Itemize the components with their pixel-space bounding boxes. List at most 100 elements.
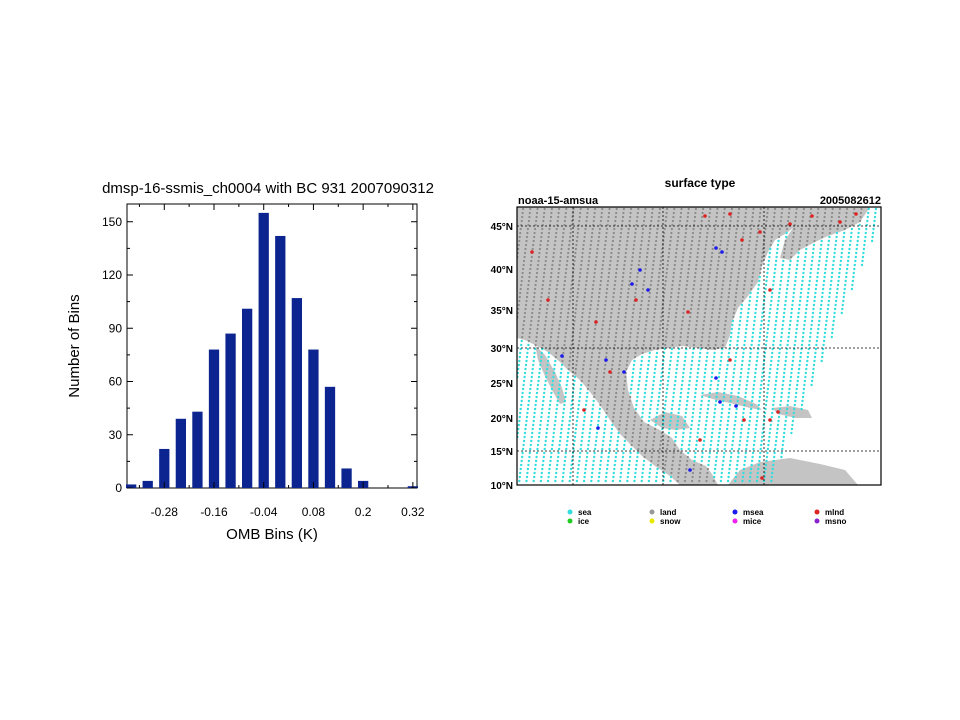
land-obs-point [723,207,726,211]
land-obs-point [823,211,827,215]
sea-obs-point [607,451,611,455]
sea-obs-point [737,451,740,455]
land-obs-point [565,323,568,327]
land-obs-point [666,207,669,211]
sea-obs-point [745,443,748,447]
sea-obs-point [778,407,782,411]
sea-obs-point [738,439,742,443]
sea-obs-point [566,439,569,443]
land-obs-point [734,235,737,239]
land-obs-point [601,207,604,211]
sea-obs-point [545,375,548,379]
land-obs-point [751,215,754,219]
sea-obs-point [701,395,704,399]
sea-obs-point [772,459,775,463]
sea-obs-point [828,295,831,299]
land-obs-point [751,219,754,223]
sea-obs-point [553,363,556,367]
sea-obs-point [717,439,720,443]
sea-obs-point [725,375,728,379]
land-obs-point [611,419,615,423]
land-obs-point [746,255,749,259]
sea-obs-point [753,379,756,383]
land-obs-point [568,239,571,243]
land-obs-point [553,243,556,247]
land-obs-point [714,287,717,291]
land-obs-point [668,307,671,311]
land-obs-point [679,275,682,279]
sea-obs-point [747,427,750,431]
sea-obs-point [570,403,573,407]
land-obs-point [724,259,727,263]
sea-obs-point [755,423,758,427]
land-obs-point [589,247,592,251]
land-obs-point [548,343,552,347]
land-obs-point [701,271,704,275]
sea-obs-point [693,459,696,463]
land-obs-point [639,247,642,251]
sea-obs-point [569,471,572,475]
land-obs-point [700,219,703,223]
land-obs-point [585,275,589,279]
land-obs-point [701,215,704,219]
land-obs-point [576,351,579,355]
histogram-bar [208,349,220,488]
sea-obs-point [749,411,752,415]
sea-obs-point [808,343,811,347]
land-obs-point [578,215,581,219]
land-obs-point [563,343,566,347]
land-obs-point [651,207,654,211]
land-obs-point [534,223,537,227]
sea-obs-point [807,351,810,355]
sea-obs-point [557,387,561,391]
sea-obs-point [795,387,798,391]
land-obs-point [547,291,551,295]
land-obs-point [567,247,570,251]
sea-obs-point [637,383,640,387]
sea-obs-point [605,471,608,475]
sea-obs-point [709,387,712,391]
sea-obs-point [782,375,785,379]
land-obs-point [545,255,548,259]
land-obs-point [615,387,618,391]
sea-obs-point [593,455,596,459]
sea-obs-point [750,463,753,467]
sea-obs-point [765,455,769,459]
sea-obs-point [752,447,755,451]
land-obs-point [536,267,539,271]
land-obs-point [670,471,673,475]
sea-obs-point [779,403,782,407]
land-obs-point [692,227,695,231]
land-obs-point [757,223,760,227]
sea-obs-point [561,475,565,479]
land-obs-point [710,319,713,323]
land-obs-point [613,283,616,287]
land-obs-point [739,255,742,259]
land-obs-point [786,227,789,231]
sea-obs-point [611,479,615,483]
land-obs-point [619,291,623,295]
land-obs-point [530,315,533,319]
mlnd-point [776,410,780,414]
sea-obs-point [798,363,801,367]
land-obs-point [686,455,689,459]
sea-obs-point [674,435,677,439]
legend-label-mlnd: mlnd [825,508,844,517]
land-obs-point [631,315,634,319]
land-obs-point [642,287,645,291]
land-obs-point [535,279,538,283]
land-obs-point [667,259,670,263]
sea-obs-point [733,367,736,371]
sea-obs-point [757,343,760,347]
land-obs-point [618,367,621,371]
land-obs-point [640,299,643,303]
land-obs-point [752,267,755,271]
sea-obs-point [851,283,854,287]
land-obs-point [655,295,658,299]
sea-obs-point [713,355,716,359]
sea-obs-point [801,399,804,403]
sea-obs-point [759,327,762,331]
land-obs-point [598,351,601,355]
sea-obs-point [742,471,745,475]
land-obs-point [612,235,615,239]
